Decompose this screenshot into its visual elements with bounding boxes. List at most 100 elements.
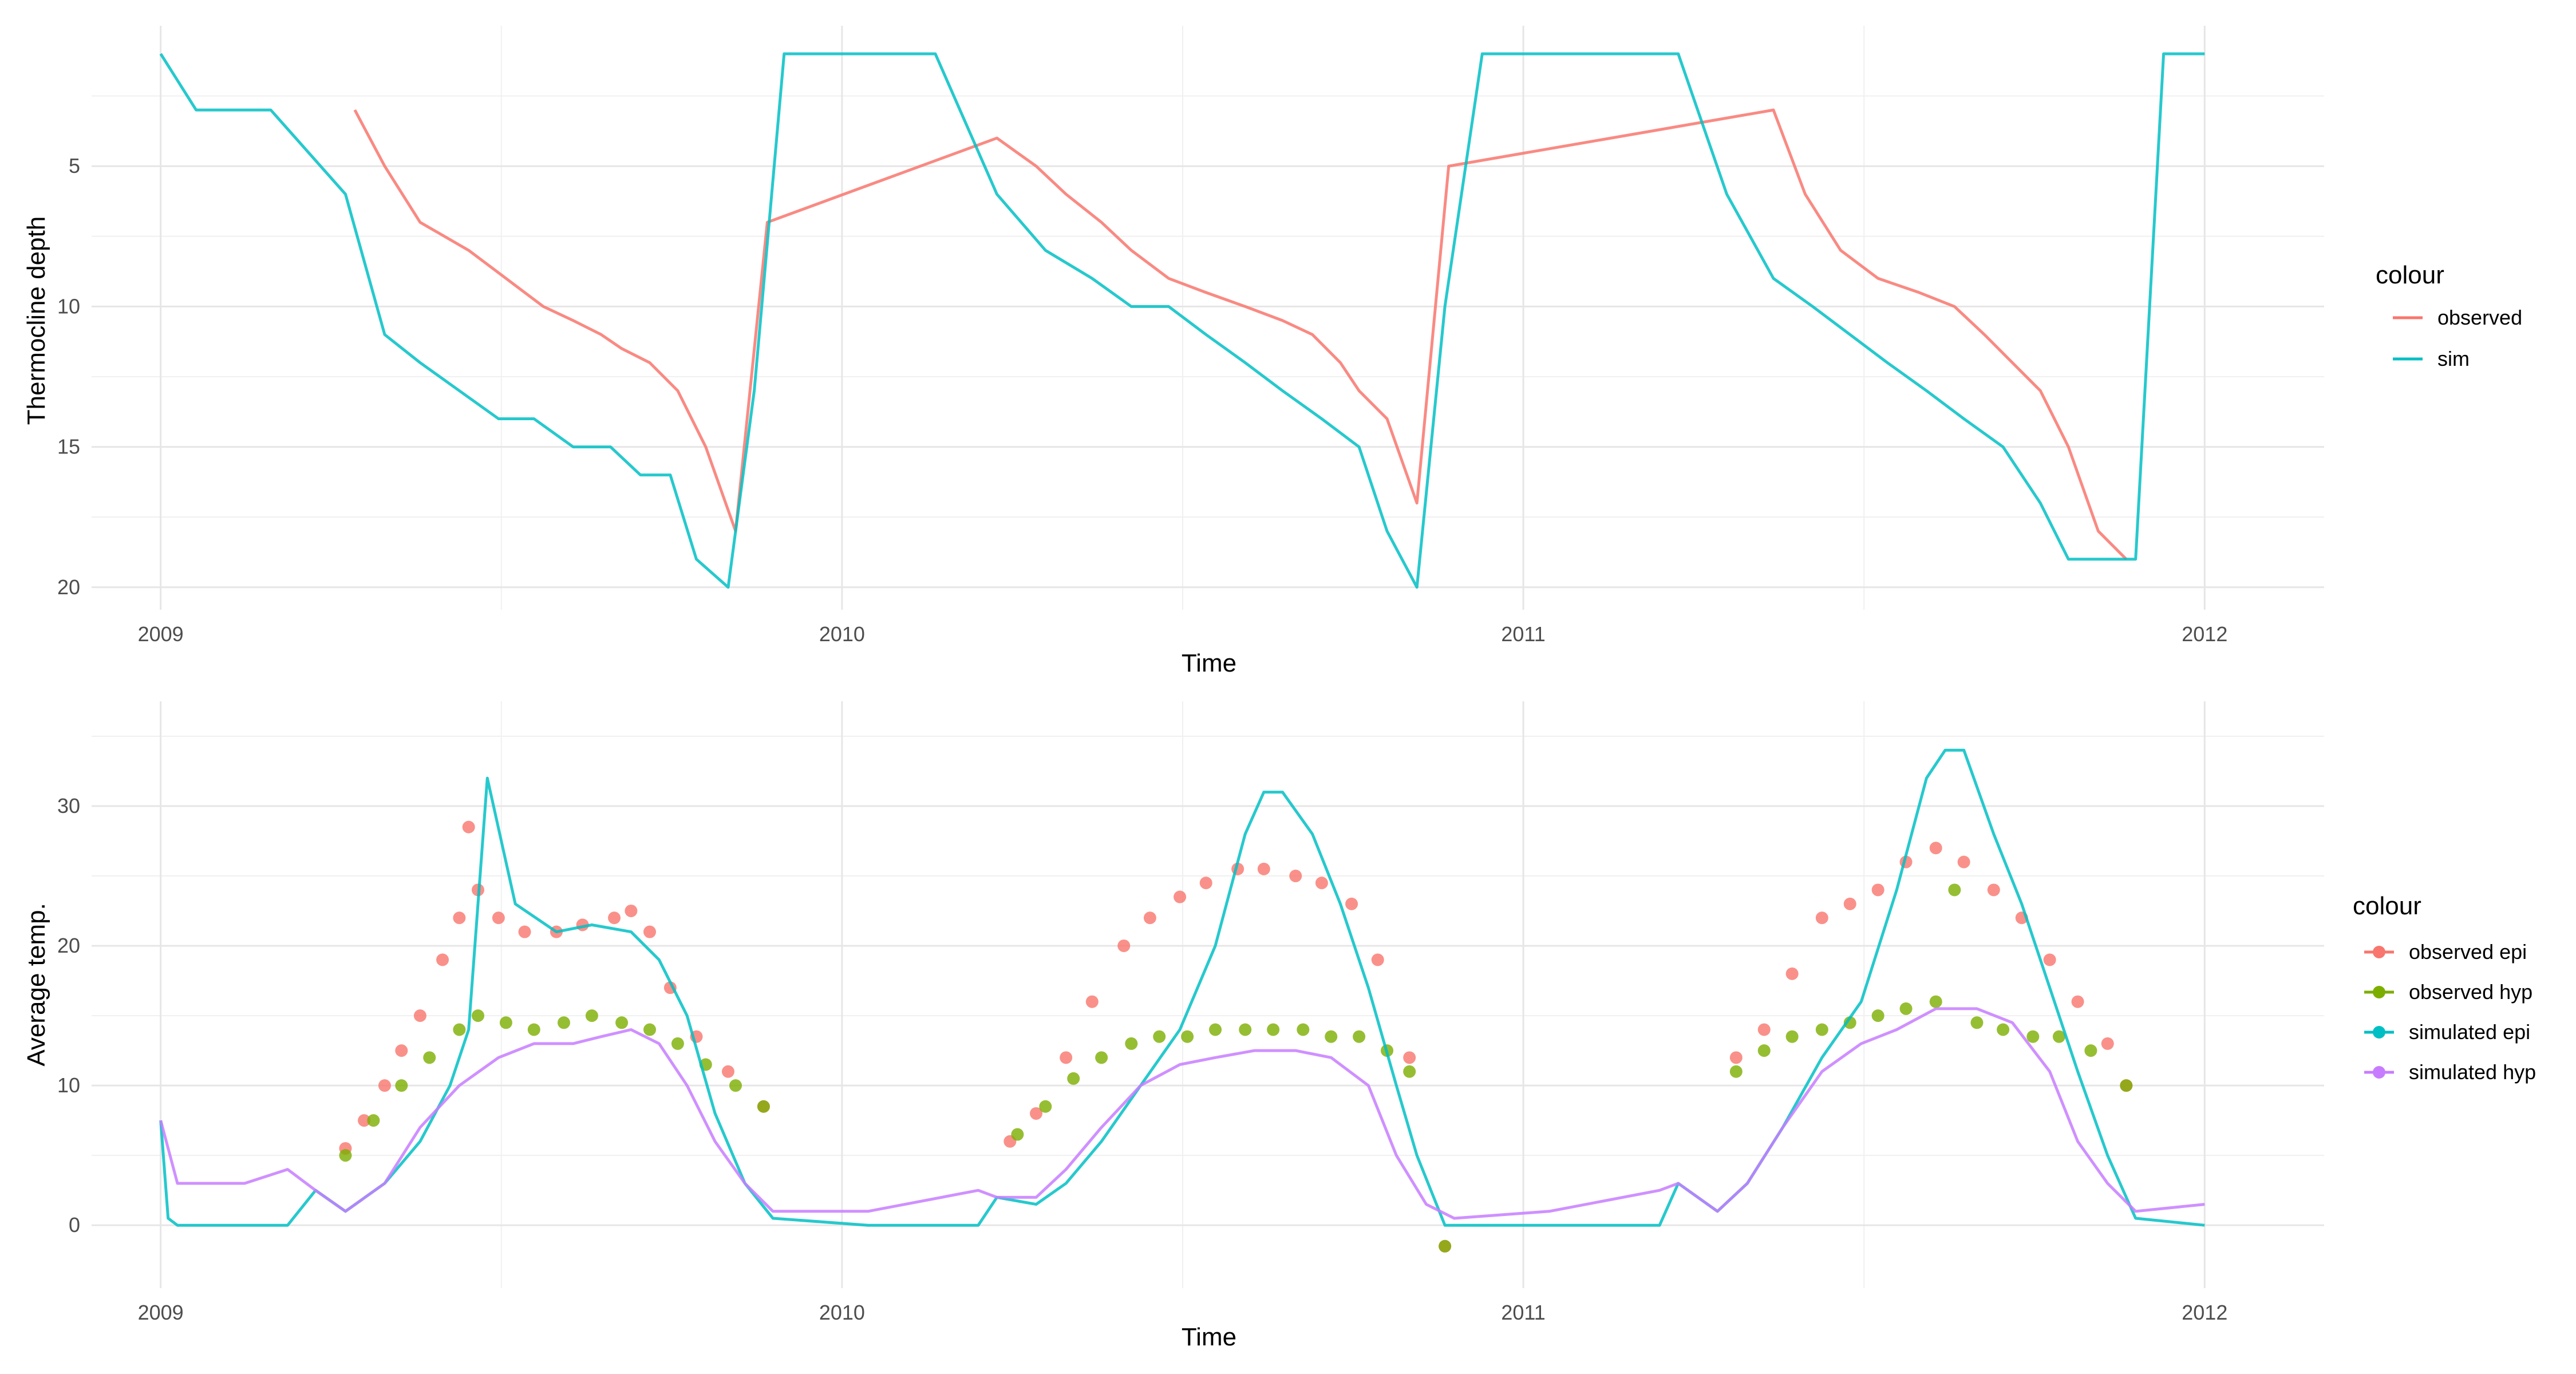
average-temp-y-axis-title: Average temp. <box>22 903 50 1066</box>
average-temp-y-tick-label: 20 <box>57 934 80 957</box>
average-temp-legend-item-simulated-epi: simulated epi <box>2364 1020 2530 1044</box>
average-temp-y-tick-label: 0 <box>69 1213 80 1237</box>
average-temp-point-observed-hyp <box>1403 1065 1416 1078</box>
average-temp-point-observed-hyp <box>585 1009 598 1022</box>
average-temp-point-observed-hyp <box>1353 1030 1366 1043</box>
average-temp-series-layer <box>159 748 2205 1253</box>
average-temp-point-observed-hyp <box>423 1051 436 1064</box>
average-temp-legend-point-simulated-epi <box>2373 1026 2385 1039</box>
thermocline-depth-panel: 2009 2010 2011 2012 5 10 15 20 Time Thermoclin… <box>22 26 2522 677</box>
average-temp-point-observed-epi <box>643 925 656 938</box>
average-temp-point-observed-epi <box>1117 939 1131 953</box>
average-temp-grid <box>92 701 2324 1288</box>
average-temp-point-observed-epi <box>453 911 466 925</box>
thermocline-y-ticks: 5 10 15 20 <box>57 154 80 599</box>
average-temp-point-observed-epi <box>1987 883 2000 897</box>
average-temp-point-observed-epi <box>395 1044 408 1057</box>
average-temp-point-observed-hyp <box>1729 1065 1743 1078</box>
average-temp-point-observed-hyp <box>395 1079 408 1092</box>
average-temp-point-observed-hyp <box>1757 1044 1771 1057</box>
average-temp-x-tick-label: 2012 <box>2182 1301 2227 1324</box>
average-temp-point-observed-epi <box>625 905 638 918</box>
average-temp-point-observed-epi <box>1371 953 1384 966</box>
average-temp-point-observed-epi <box>462 820 475 834</box>
average-temp-point-observed-hyp <box>1297 1023 1310 1036</box>
average-temp-point-observed-epi <box>1060 1051 1073 1064</box>
average-temp-y-tick-label: 10 <box>57 1073 80 1097</box>
thermocline-x-ticks: 2009 2010 2011 2012 <box>138 622 2228 646</box>
thermocline-y-axis-title: Thermocline depth <box>22 216 50 425</box>
average-temp-point-observed-hyp <box>339 1149 352 1162</box>
average-temp-point-observed-hyp <box>1439 1239 1452 1253</box>
average-temp-point-observed-hyp <box>1843 1016 1856 1029</box>
average-temp-series-line-simulated-hyp <box>159 1007 2205 1220</box>
thermocline-legend-label-observed: observed <box>2437 306 2522 329</box>
average-temp-point-observed-hyp <box>1871 1009 1884 1022</box>
average-temp-x-ticks: 2009 2010 2011 2012 <box>138 1301 2228 1324</box>
average-temp-point-observed-hyp <box>527 1023 540 1036</box>
average-temp-point-observed-hyp <box>1325 1030 1338 1043</box>
average-temp-series-line-simulated-epi <box>159 748 2205 1227</box>
average-temp-x-tick-label: 2010 <box>819 1301 865 1324</box>
thermocline-series-line-sim <box>159 52 2205 589</box>
average-temp-point-observed-hyp <box>1929 995 1942 1008</box>
average-temp-point-observed-hyp <box>453 1023 466 1036</box>
thermocline-y-tick-label: 15 <box>57 435 80 459</box>
average-temp-legend-label-simulated-hyp: simulated hyp <box>2409 1060 2536 1084</box>
average-temp-legend-item-observed-hyp: observed hyp <box>2364 980 2532 1004</box>
average-temp-point-observed-epi <box>2043 953 2056 966</box>
average-temp-point-observed-hyp <box>2084 1044 2097 1057</box>
average-temp-point-observed-epi <box>608 911 621 925</box>
average-temp-point-observed-hyp <box>1039 1100 1052 1113</box>
average-temp-point-observed-hyp <box>558 1016 570 1029</box>
average-temp-point-observed-epi <box>1757 1023 1771 1036</box>
average-temp-point-observed-hyp <box>2026 1030 2040 1043</box>
average-temp-point-observed-epi <box>1785 967 1799 980</box>
average-temp-point-observed-epi <box>1871 883 1884 897</box>
average-temp-point-observed-epi <box>1030 1107 1042 1120</box>
average-temp-legend: colour observed epi observed hyp simulated… <box>2353 892 2536 1084</box>
thermocline-y-tick-label: 10 <box>57 294 80 318</box>
average-temp-x-tick-label: 2011 <box>1501 1301 1545 1324</box>
average-temp-point-observed-hyp <box>1011 1128 1024 1141</box>
average-temp-point-observed-hyp <box>1997 1023 2010 1036</box>
average-temp-point-observed-hyp <box>1209 1023 1222 1036</box>
average-temp-point-observed-epi <box>1843 897 1856 910</box>
average-temp-point-observed-hyp <box>671 1037 684 1050</box>
average-temp-point-observed-epi <box>1289 870 1302 883</box>
average-temp-y-ticks: 0 10 20 30 <box>57 794 80 1237</box>
average-temp-point-observed-epi <box>1345 897 1358 910</box>
thermocline-y-tick-label: 5 <box>69 154 80 177</box>
average-temp-x-axis-title: Time <box>1182 1323 1236 1351</box>
average-temp-point-observed-hyp <box>757 1100 770 1113</box>
thermocline-legend-item-observed: observed <box>2393 306 2522 329</box>
average-temp-point-observed-epi <box>518 925 531 938</box>
thermocline-x-tick-label: 2012 <box>2182 622 2227 646</box>
average-temp-point-observed-hyp <box>1067 1072 1080 1085</box>
thermocline-x-tick-label: 2009 <box>138 622 184 646</box>
average-temp-point-observed-hyp <box>1239 1023 1252 1036</box>
average-temp-y-tick-label: 30 <box>57 794 80 818</box>
average-temp-point-observed-epi <box>1315 876 1328 890</box>
average-temp-point-observed-hyp <box>1125 1037 1138 1050</box>
average-temp-point-observed-hyp <box>1899 1002 1913 1015</box>
average-temp-point-observed-epi <box>378 1079 391 1092</box>
average-temp-legend-label-observed-epi: observed epi <box>2409 940 2527 964</box>
average-temp-point-observed-epi <box>1085 995 1099 1008</box>
average-temp-point-observed-epi <box>2101 1037 2114 1050</box>
average-temp-point-observed-hyp <box>1970 1016 1984 1029</box>
thermocline-grid <box>92 26 2324 610</box>
average-temp-legend-point-observed-hyp <box>2373 986 2385 998</box>
average-temp-point-observed-hyp <box>1095 1051 1108 1064</box>
average-temp-legend-label-simulated-epi: simulated epi <box>2409 1020 2530 1044</box>
average-temp-point-observed-hyp <box>1153 1030 1166 1043</box>
thermocline-y-tick-label: 20 <box>57 575 80 599</box>
average-temp-point-observed-hyp <box>2120 1079 2133 1092</box>
thermocline-legend-title: colour <box>2376 261 2444 289</box>
average-temp-point-observed-epi <box>413 1009 426 1022</box>
average-temp-point-observed-hyp <box>499 1016 512 1029</box>
average-temp-point-observed-hyp <box>615 1016 629 1029</box>
average-temp-legend-item-simulated-hyp: simulated hyp <box>2364 1060 2536 1084</box>
average-temp-legend-label-observed-hyp: observed hyp <box>2409 980 2532 1004</box>
thermocline-x-tick-label: 2010 <box>819 622 865 646</box>
